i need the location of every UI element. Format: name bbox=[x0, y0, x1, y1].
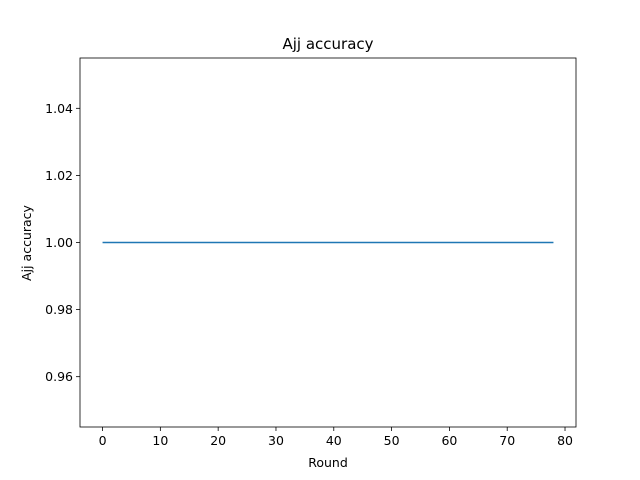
y-tick-label: 0.98 bbox=[45, 302, 73, 317]
x-tick-label: 60 bbox=[441, 433, 457, 448]
chart-title: Ajj accuracy bbox=[282, 35, 373, 53]
y-tick-label: 1.04 bbox=[45, 101, 73, 116]
y-tick-label: 1.02 bbox=[45, 168, 73, 183]
x-tick-label: 10 bbox=[152, 433, 168, 448]
x-tick-label: 80 bbox=[557, 433, 573, 448]
x-tick-label: 40 bbox=[326, 433, 342, 448]
x-axis-label: Round bbox=[308, 455, 348, 470]
x-tick-label: 20 bbox=[210, 433, 226, 448]
x-tick-label: 30 bbox=[268, 433, 284, 448]
plot-area: 0 10 20 30 40 50 60 70 80 0.96 0.98 1.00 1.02 1.04 bbox=[45, 57, 577, 448]
y-tick-label: 1.00 bbox=[45, 235, 73, 250]
x-tick-label: 0 bbox=[99, 433, 107, 448]
x-tick-label: 70 bbox=[499, 433, 515, 448]
x-tick-label: 50 bbox=[384, 433, 400, 448]
y-tick-label: 0.96 bbox=[45, 369, 73, 384]
y-axis-label: Ajj accuracy bbox=[19, 204, 34, 280]
